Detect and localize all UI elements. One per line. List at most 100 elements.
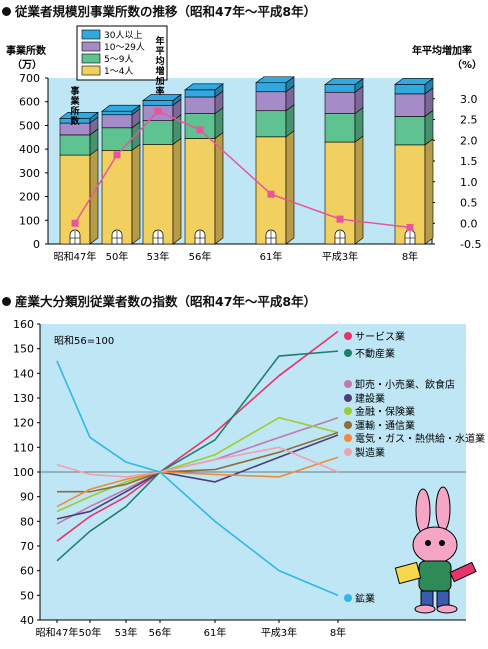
bar-segment [394, 116, 426, 146]
employee-index-chart: 40 50 60 70 80 90 100 110 120 130 140 150 160 昭和47年 50… [13, 318, 485, 639]
series-label: 鉱業 [355, 592, 375, 605]
bar-top [59, 112, 99, 119]
bar-segment [324, 141, 356, 245]
annotation-char: 業 [69, 95, 80, 107]
y-left-tick-label: 700 [19, 72, 40, 85]
y-tick-label: 90 [20, 491, 34, 504]
legend-label: 30人以上 [104, 30, 142, 41]
bar-segment [59, 134, 91, 156]
y-right-tick-label: -0.5 [460, 238, 481, 251]
legend-swatch [81, 65, 101, 76]
y-right-tick-label: 2.5 [460, 114, 478, 127]
legend-swatch [81, 53, 101, 64]
y-tick-label: 60 [20, 565, 34, 578]
y-right-label: 年平均増加率 [412, 44, 472, 57]
bar-stack [184, 83, 224, 245]
bar-segment [324, 84, 356, 93]
bar-side [354, 135, 364, 245]
annotation-char: 加 [154, 75, 164, 87]
bullet-icon [2, 7, 11, 16]
mascot-rabbit-icon [394, 486, 477, 614]
y-tick-label: 110 [13, 441, 34, 454]
x-tick-label: 56年 [149, 626, 172, 639]
bar-segment [324, 113, 356, 143]
series-marker [344, 349, 352, 357]
y-left-unit: （万） [12, 58, 42, 71]
annotation-char: 事 [70, 85, 79, 97]
bar-stack [101, 104, 141, 245]
growth-rate-point [196, 126, 204, 134]
chart2-title: 産業大分類別従業者数の指数（昭和47年～平成8年） [15, 294, 317, 309]
bar-segment [255, 110, 287, 138]
bar-segment [142, 144, 174, 245]
bar-segment [255, 136, 287, 245]
y-right-tick-label: 0.5 [460, 197, 478, 210]
mascot-eye [425, 540, 431, 546]
series-marker [344, 380, 352, 388]
bar-top [142, 94, 182, 101]
bar-segment [142, 120, 174, 145]
bar-segment [394, 93, 426, 117]
bar-top [184, 83, 224, 91]
x-tick-label: 8年 [402, 250, 418, 263]
mascot-pen [449, 561, 477, 583]
y-tick-label: 100 [13, 466, 34, 479]
legend-label: 5～9人 [104, 54, 133, 65]
y-tick-label: 140 [13, 367, 34, 380]
y-left-tick-label: 400 [19, 143, 40, 156]
bar-segment [255, 91, 287, 112]
bar-side [424, 138, 434, 245]
y-left-tick-label: 300 [19, 167, 40, 180]
growth-rate-point [267, 190, 275, 198]
bar-side [131, 143, 141, 245]
bar-stack [142, 93, 182, 245]
x-tick-label: 昭和47年 [54, 250, 97, 263]
y-left-tick-label: 100 [19, 214, 40, 227]
bar-stack [59, 111, 99, 245]
bar-top [101, 104, 141, 112]
growth-rate-point [71, 219, 79, 227]
series-line [56, 360, 339, 597]
annotation-char: 増 [155, 65, 164, 77]
bar-stack [394, 77, 434, 245]
y-tick-label: 150 [13, 343, 34, 356]
x-tick-label: 50年 [106, 250, 129, 263]
x-tick-label: 8年 [330, 626, 346, 639]
bar-segment [324, 91, 356, 114]
annotation-char: 所 [70, 105, 79, 117]
bar-annotation: 事業所数 [69, 85, 80, 127]
growth-rate-point [154, 107, 162, 115]
bar-segment [184, 96, 216, 114]
bar-segment [184, 138, 216, 245]
series-marker [344, 434, 352, 442]
y-left-tick-label: 0 [33, 238, 40, 251]
series-marker [344, 448, 352, 456]
bar-segment [101, 114, 133, 129]
bullet-icon [2, 297, 11, 306]
x-tick-label: 平成3年 [261, 626, 297, 639]
chart1-title: 従業者規模別事業所数の推移（昭和47年～平成8年） [15, 4, 317, 19]
growth-rate-point [336, 215, 344, 223]
series-marker [344, 407, 352, 415]
series-marker [344, 394, 352, 402]
mascot-foot [414, 604, 436, 614]
y-left-label: 事業所数 [6, 44, 47, 57]
annotation-char: 均 [155, 55, 164, 67]
y-tick-label: 120 [13, 417, 34, 430]
y-left-tick-label: 500 [19, 119, 40, 132]
y-tick-label: 160 [13, 318, 34, 331]
x-tick-label: 61年 [204, 626, 227, 639]
x-tick-label: 50年 [79, 626, 102, 639]
series-label: 金融・保険業 [355, 405, 415, 418]
chart1-title-row: 従業者規模別事業所数の推移（昭和47年～平成8年） [2, 1, 316, 20]
bar-segment [142, 100, 174, 106]
series-label: 不動産業 [355, 347, 395, 360]
bar-segment [101, 110, 133, 116]
bar-segment [184, 89, 216, 98]
annotation-char: 年 [155, 35, 164, 47]
y-right-tick-label: 0.0 [460, 217, 478, 230]
bar-stack [324, 78, 364, 245]
growth-rate-point [406, 223, 414, 231]
x-tick-label: 53年 [115, 626, 138, 639]
